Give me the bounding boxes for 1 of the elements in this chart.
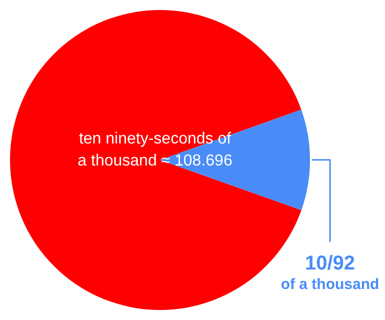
slice-label: 10/92 of a thousand bbox=[280, 252, 380, 293]
